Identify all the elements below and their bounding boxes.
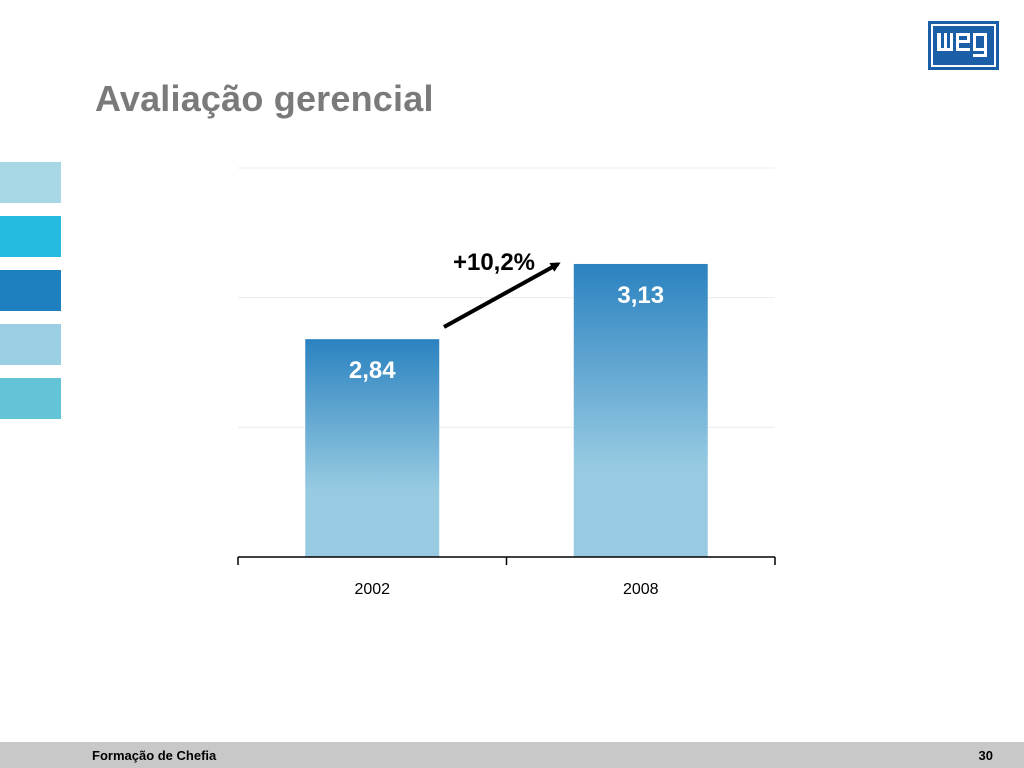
bar-2008 (573, 263, 708, 557)
footer-bar: Formação de Chefia 30 (0, 742, 1024, 768)
swatch (0, 270, 61, 311)
bar-value-label: 2,84 (349, 357, 396, 384)
growth-arrow (443, 262, 561, 329)
x-tick-label: 2002 (354, 581, 390, 598)
bar-chart: 2,84 3,13 2002 2008 +10,2% (237, 167, 776, 598)
x-tick-label: 2008 (623, 581, 659, 598)
swatch (0, 216, 61, 257)
bar-value-label: 3,13 (617, 282, 664, 309)
slide-title: Avaliação gerencial (95, 78, 434, 119)
swatch (0, 378, 61, 419)
weg-logo (928, 21, 999, 70)
growth-annotation: +10,2% (453, 249, 535, 276)
bar-2002 (305, 339, 440, 557)
footer-title: Formação de Chefia (92, 748, 217, 763)
swatch (0, 162, 61, 203)
page-number: 30 (978, 748, 993, 763)
swatch (0, 324, 61, 365)
